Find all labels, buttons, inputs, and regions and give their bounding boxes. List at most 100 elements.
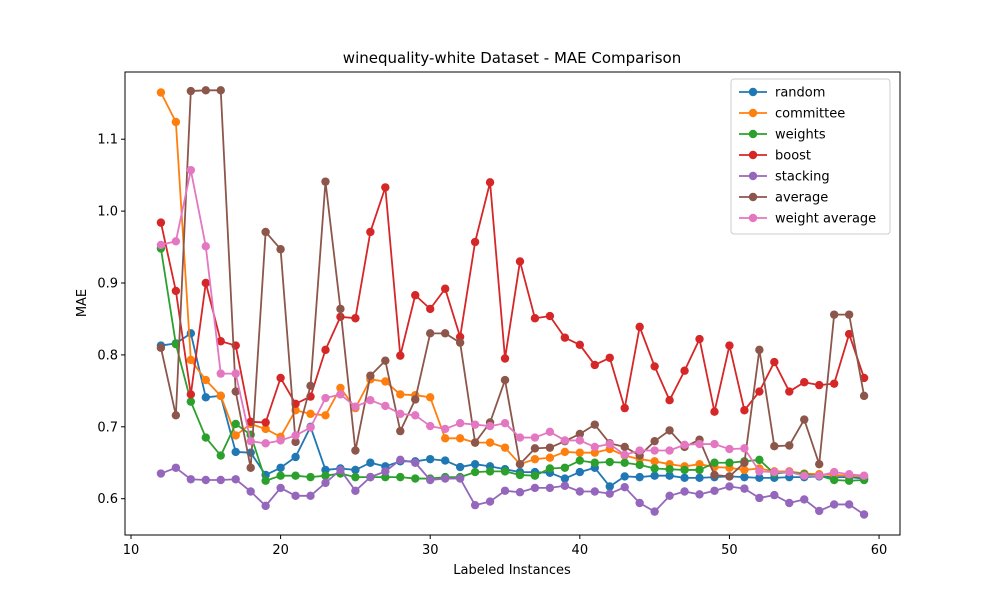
data-point-random — [740, 472, 749, 482]
data-point-boost — [366, 227, 375, 237]
data-point-average — [665, 426, 674, 435]
data-point-boost — [440, 284, 450, 293]
data-point-weights — [650, 464, 659, 473]
y-axis-label: MAE — [75, 289, 90, 317]
data-point-boost — [455, 332, 465, 342]
data-point-weight-average — [635, 446, 644, 455]
data-point-average — [411, 395, 420, 404]
data-point-stacking — [844, 500, 854, 509]
data-point-committee — [231, 431, 240, 440]
data-point-random — [665, 471, 674, 480]
data-point-average — [426, 329, 435, 338]
data-point-weight-average — [560, 436, 570, 445]
data-point-boost — [800, 378, 809, 387]
data-point-random — [470, 459, 480, 469]
legend-swatch-marker — [748, 171, 758, 181]
data-point-weight-average — [785, 467, 794, 477]
data-point-committee — [740, 465, 749, 475]
data-point-boost — [770, 357, 779, 367]
data-point-weight-average — [829, 467, 839, 477]
series-stacking — [156, 455, 869, 519]
data-point-average — [815, 459, 824, 469]
data-point-average — [725, 472, 734, 481]
data-point-stacking — [231, 475, 240, 484]
data-point-stacking — [740, 484, 749, 493]
data-point-stacking — [650, 507, 659, 516]
data-point-random — [351, 465, 360, 475]
data-point-average — [755, 345, 764, 355]
data-point-average — [515, 459, 525, 469]
data-point-stacking — [186, 475, 196, 484]
data-point-average — [620, 442, 629, 452]
data-point-weights — [620, 458, 629, 467]
data-point-average — [216, 86, 225, 95]
data-point-boost — [545, 311, 555, 321]
data-point-average — [306, 381, 315, 391]
y-tick-label: 1.0 — [97, 205, 118, 220]
data-point-weight-average — [171, 237, 181, 246]
data-point-average — [440, 329, 450, 338]
data-point-random — [605, 482, 614, 491]
legend: random committee weights boost stacking avera… — [730, 78, 891, 235]
data-point-stacking — [485, 497, 495, 506]
data-point-boost — [665, 396, 674, 405]
data-point-weights — [829, 475, 839, 485]
data-point-committee — [336, 383, 345, 393]
data-point-stacking — [261, 501, 270, 511]
data-point-stacking — [665, 491, 674, 501]
data-point-weight-average — [815, 471, 824, 480]
x-tick-label: 50 — [721, 543, 738, 558]
data-point-committee — [216, 391, 225, 401]
data-point-weights — [171, 339, 181, 349]
data-point-committee — [306, 409, 315, 419]
data-point-weight-average — [351, 402, 360, 411]
data-point-boost — [785, 387, 794, 396]
data-point-stacking — [859, 510, 869, 519]
data-point-stacking — [291, 491, 300, 501]
data-point-random — [620, 472, 629, 481]
data-point-weights — [470, 467, 480, 477]
data-point-stacking — [695, 490, 704, 499]
data-point-committee — [500, 443, 510, 452]
data-point-boost — [485, 178, 495, 187]
data-point-boost — [156, 218, 166, 227]
data-point-boost — [740, 406, 749, 415]
data-point-stacking — [306, 491, 315, 501]
data-point-committee — [650, 457, 659, 466]
data-point-boost — [396, 351, 405, 360]
data-point-weights — [695, 465, 704, 475]
data-point-weights — [276, 471, 285, 480]
legend-label: weights — [775, 128, 826, 143]
legend-label: stacking — [775, 170, 830, 185]
data-point-weights — [411, 474, 420, 483]
data-point-boost — [710, 407, 719, 416]
data-point-weight-average — [306, 423, 315, 432]
data-point-average — [859, 391, 869, 401]
legend-entry-weights: weights — [739, 128, 826, 143]
data-point-stacking — [321, 478, 330, 488]
data-point-weight-average — [485, 421, 495, 431]
data-point-committee — [171, 117, 181, 127]
data-point-random — [635, 472, 644, 482]
data-point-committee — [381, 377, 390, 386]
data-point-weights — [321, 471, 330, 480]
data-point-boost — [500, 354, 510, 363]
legend-swatch-marker — [748, 150, 758, 160]
data-point-boost — [590, 360, 599, 370]
data-point-random — [321, 465, 330, 475]
data-point-average — [770, 442, 779, 451]
x-tick-label: 60 — [871, 543, 888, 558]
legend-entry-random: random — [739, 86, 825, 101]
data-point-weight-average — [575, 436, 585, 445]
x-tick-label: 10 — [123, 543, 140, 558]
data-point-weight-average — [186, 165, 196, 175]
data-point-stacking — [201, 475, 210, 485]
y-tick-label: 0.9 — [97, 277, 118, 292]
data-point-weights — [500, 467, 510, 476]
legend-swatch-marker — [748, 213, 758, 223]
data-point-boost — [411, 291, 420, 300]
data-point-average — [351, 446, 360, 455]
data-point-average — [186, 86, 196, 96]
data-point-committee — [560, 447, 570, 457]
data-point-boost — [216, 337, 225, 346]
